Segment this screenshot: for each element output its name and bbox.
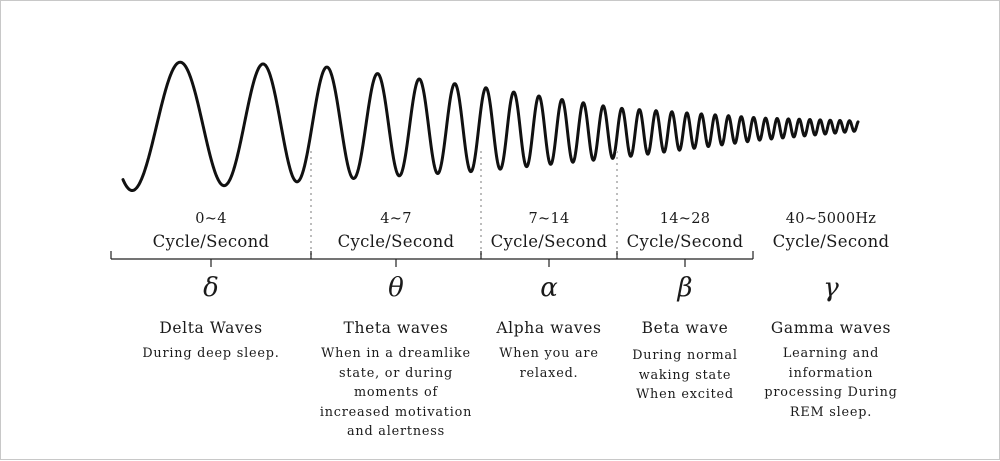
delta-wave-name: Delta Waves <box>159 319 263 337</box>
delta-frequency-unit: Cycle/Second <box>152 232 270 251</box>
band-gamma: 40~5000Hz Cycle/Second γ Gamma waves Lea… <box>753 1 909 461</box>
gamma-symbol: γ <box>823 273 839 303</box>
alpha-frequency-range: 7~14 <box>528 211 570 227</box>
theta-description: When in a dreamlike state, or during mom… <box>319 346 473 439</box>
beta-wave-name: Beta wave <box>641 319 729 337</box>
band-alpha: 7~14 Cycle/Second α Alpha waves When you… <box>479 1 619 461</box>
theta-wave-name: Theta waves <box>343 319 449 337</box>
theta-frequency-range: 4~7 <box>380 211 412 227</box>
alpha-description: When you are relaxed. <box>499 346 599 381</box>
gamma-wave-name: Gamma waves <box>770 319 892 337</box>
band-theta: 4~7 Cycle/Second θ Theta waves When in a… <box>301 1 491 461</box>
alpha-symbol: α <box>540 273 558 303</box>
brainwave-line <box>121 60 860 192</box>
band-beta: 14~28 Cycle/Second β Beta wave During no… <box>615 1 755 461</box>
delta-symbol: δ <box>203 273 219 303</box>
gamma-description: Learning and information processing Duri… <box>764 346 898 420</box>
theta-frequency-unit: Cycle/Second <box>337 232 455 251</box>
beta-symbol: β <box>677 273 693 303</box>
gamma-frequency-unit: Cycle/Second <box>772 232 890 251</box>
delta-frequency-range: 0~4 <box>195 211 227 227</box>
alpha-wave-name: Alpha waves <box>496 319 602 337</box>
beta-frequency-unit: Cycle/Second <box>626 232 744 251</box>
band-delta: 0~4 Cycle/Second δ Delta Waves During de… <box>111 1 311 461</box>
beta-frequency-range: 14~28 <box>659 211 711 227</box>
band-bracket <box>110 251 754 267</box>
delta-description: During deep sleep. <box>142 346 280 361</box>
theta-symbol: θ <box>388 273 404 303</box>
beta-description: During normal waking state When excited <box>632 348 738 402</box>
gamma-frequency-range: 40~5000Hz <box>785 211 877 227</box>
alpha-frequency-unit: Cycle/Second <box>490 232 608 251</box>
